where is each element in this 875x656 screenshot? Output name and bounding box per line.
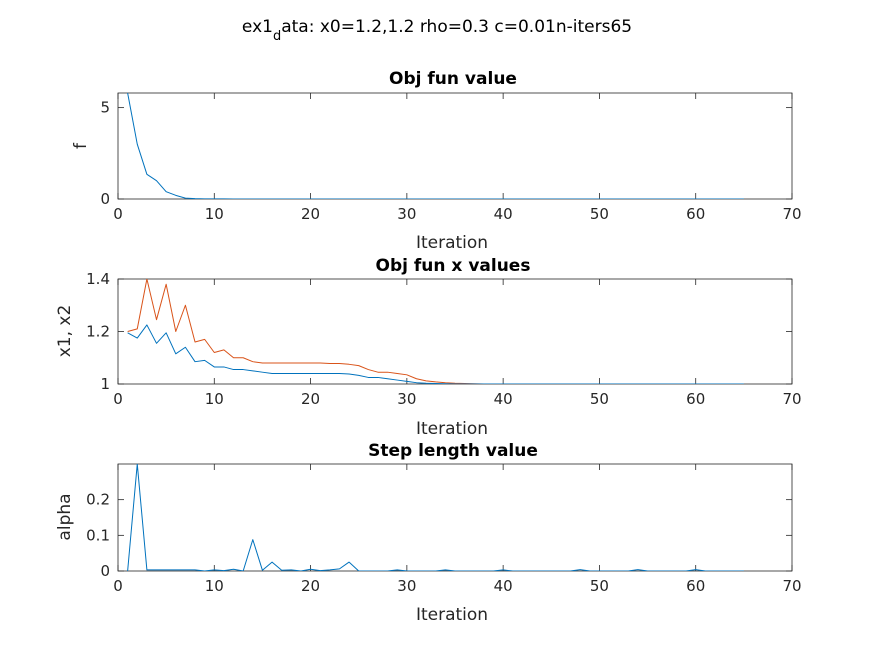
x-tick-label: 70 — [782, 205, 801, 223]
x-tick-label: 60 — [686, 577, 705, 595]
x-tick-label: 10 — [205, 205, 224, 223]
y-tick-label: 0.1 — [86, 526, 110, 544]
subplot-title: Obj fun x values — [376, 256, 531, 276]
x-tick-label: 0 — [113, 205, 123, 223]
x-tick-label: 20 — [301, 390, 320, 408]
series-line-1 — [127, 464, 744, 571]
subplot-obj-fun-x-values: Obj fun x values Iteration x1, x2 0 10 20 3… — [55, 256, 802, 439]
x-tick-label: 40 — [494, 577, 513, 595]
x-axis-label: Iteration — [416, 233, 488, 253]
x-tick-label: 10 — [205, 577, 224, 595]
x-tick-label: 20 — [301, 205, 320, 223]
x-tick-label: 10 — [205, 390, 224, 408]
subplot-title: Step length value — [368, 441, 538, 461]
x-axis-label: Iteration — [416, 419, 488, 439]
figure-suptitle: ex1data: x0=1.2,1.2 rho=0.3 c=0.01n-iter… — [242, 17, 632, 44]
x-tick-label: 40 — [494, 205, 513, 223]
series-line-1 — [127, 324, 744, 384]
subplot-obj-fun-value: Obj fun value Iteration f 0 10 20 30 40 50 60 7… — [71, 69, 802, 253]
x-tick-label: 30 — [397, 390, 416, 408]
x-tick-label: 60 — [686, 390, 705, 408]
axes-box — [117, 463, 793, 572]
subplot-title: Obj fun value — [389, 69, 517, 89]
y-tick-label: 0 — [100, 562, 110, 580]
x-tick-label: 20 — [301, 577, 320, 595]
x-axis-label: Iteration — [416, 605, 488, 625]
series-line-1 — [127, 93, 744, 199]
x-tick-label: 0 — [113, 577, 123, 595]
y-axis-label: x1, x2 — [55, 305, 75, 358]
x-tick-label: 50 — [590, 205, 609, 223]
x-tick-label: 30 — [397, 205, 416, 223]
y-tick-label: 0.2 — [86, 491, 110, 509]
axes-box — [117, 278, 793, 385]
x-tick-label: 30 — [397, 577, 416, 595]
y-tick-label: 1.4 — [86, 270, 110, 288]
x-tick-label: 60 — [686, 205, 705, 223]
series-line-2 — [127, 279, 744, 384]
y-tick-label: 1.2 — [86, 323, 110, 341]
x-tick-label: 50 — [590, 577, 609, 595]
x-tick-label: 50 — [590, 390, 609, 408]
y-axis-label: alpha — [55, 493, 75, 540]
y-tick-label: 1 — [100, 375, 110, 393]
x-tick-label: 70 — [782, 390, 801, 408]
y-tick-label: 0 — [100, 190, 110, 208]
axes-box — [117, 92, 793, 200]
x-tick-label: 0 — [113, 390, 123, 408]
x-tick-label: 40 — [494, 390, 513, 408]
y-tick-label: 5 — [100, 99, 110, 117]
x-tick-label: 70 — [782, 577, 801, 595]
subplot-step-length-value: Step length value Iteration alpha 0 10 20 3… — [55, 441, 802, 625]
y-axis-label: f — [71, 142, 91, 149]
